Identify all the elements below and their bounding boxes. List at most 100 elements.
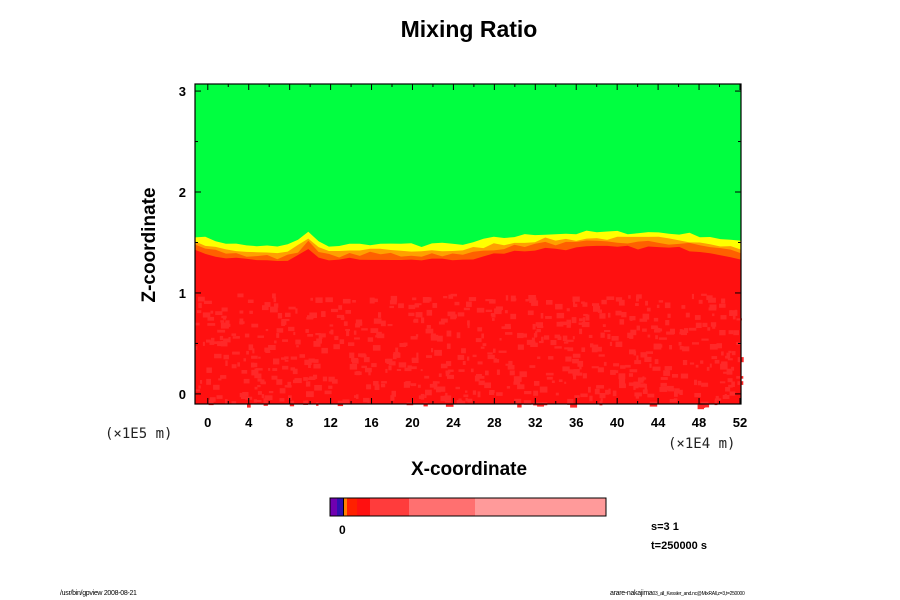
field-cell	[651, 326, 659, 330]
field-cell	[665, 320, 670, 326]
field-cell	[545, 316, 552, 319]
field-cell	[711, 356, 718, 360]
field-cell	[220, 341, 228, 347]
field-cell	[566, 339, 574, 342]
field-cell	[231, 364, 237, 369]
field-cell	[440, 395, 447, 402]
field-cell	[353, 330, 357, 335]
field-cell	[264, 302, 271, 307]
field-cell	[736, 318, 742, 321]
field-cell	[328, 385, 333, 389]
field-cell	[274, 340, 277, 344]
field-cell	[447, 374, 454, 379]
field-cell	[570, 403, 578, 408]
field-cell	[513, 376, 522, 382]
field-cell	[701, 382, 709, 387]
field-cell	[482, 343, 487, 347]
field-cell	[450, 314, 456, 320]
field-cell	[634, 392, 642, 397]
field-cell	[263, 400, 268, 406]
field-cell	[232, 351, 240, 355]
field-cell	[446, 343, 451, 349]
field-cell	[426, 309, 433, 316]
field-cell	[673, 398, 678, 403]
field-cell	[600, 398, 603, 402]
field-cell	[582, 302, 588, 307]
field-cell	[276, 379, 283, 385]
field-cell	[644, 385, 648, 392]
field-cell	[700, 401, 709, 405]
field-cell	[521, 333, 527, 338]
field-cell	[306, 391, 314, 398]
footer-right: arare-nakajima03_all_Kessler_and.nc@MixR…	[610, 590, 745, 597]
field-cell	[351, 358, 359, 362]
field-cell	[361, 365, 367, 369]
field-cell	[506, 386, 511, 389]
field-cell	[731, 381, 735, 387]
field-cell	[550, 340, 557, 346]
field-cell	[666, 331, 674, 335]
field-cell	[308, 362, 311, 368]
field-cell	[572, 358, 579, 364]
field-cell	[695, 322, 702, 328]
field-cell	[667, 313, 671, 318]
field-cell	[371, 363, 377, 368]
field-cell	[477, 375, 485, 379]
field-cell	[491, 314, 496, 318]
field-cell	[636, 294, 642, 299]
field-cell	[198, 302, 202, 309]
field-cell	[219, 335, 224, 341]
field-cell	[621, 312, 627, 318]
field-cell	[688, 327, 697, 331]
field-cell	[504, 310, 508, 314]
field-cell	[496, 392, 503, 396]
field-cell	[725, 387, 731, 392]
colorbar-segment	[330, 498, 337, 516]
field-cell	[279, 388, 286, 394]
x-axis-unit: (×1E4 m)	[668, 436, 736, 452]
field-cell	[532, 323, 536, 330]
field-cell	[680, 329, 687, 336]
field-cell	[296, 345, 299, 348]
field-cell	[715, 395, 719, 399]
field-cell	[472, 354, 477, 358]
field-cell	[679, 332, 682, 335]
field-cell	[546, 376, 553, 380]
field-cell	[433, 386, 439, 390]
field-cell	[563, 341, 569, 344]
field-cell	[225, 399, 228, 404]
field-cell	[679, 389, 683, 395]
field-cell	[529, 365, 536, 368]
field-cell	[306, 317, 314, 320]
field-cell	[485, 370, 489, 376]
field-cell	[539, 386, 548, 393]
field-cell	[642, 313, 650, 320]
field-cell	[426, 325, 431, 329]
field-cell	[368, 371, 371, 376]
field-cell	[608, 388, 611, 395]
field-cell	[315, 297, 323, 303]
field-cell	[605, 389, 610, 395]
field-cell	[494, 358, 497, 361]
field-cell	[634, 360, 642, 365]
field-cell	[415, 312, 423, 318]
field-cell	[386, 358, 393, 364]
footer-left: /usr/bin/gpview 2008-08-21	[60, 590, 137, 597]
field-cell	[415, 334, 419, 338]
field-cell	[206, 367, 212, 373]
field-cell	[425, 328, 434, 334]
field-cell	[334, 335, 339, 340]
field-cell	[257, 385, 261, 388]
field-cell	[629, 336, 634, 339]
field-cell	[537, 356, 541, 359]
field-cell	[590, 343, 594, 348]
field-cell	[363, 397, 370, 403]
field-cell	[223, 354, 229, 360]
field-cell	[645, 351, 653, 354]
field-cell	[679, 346, 684, 350]
field-cell	[517, 384, 525, 390]
field-cell	[505, 332, 513, 335]
field-cell	[237, 293, 244, 298]
field-cell	[404, 367, 412, 372]
